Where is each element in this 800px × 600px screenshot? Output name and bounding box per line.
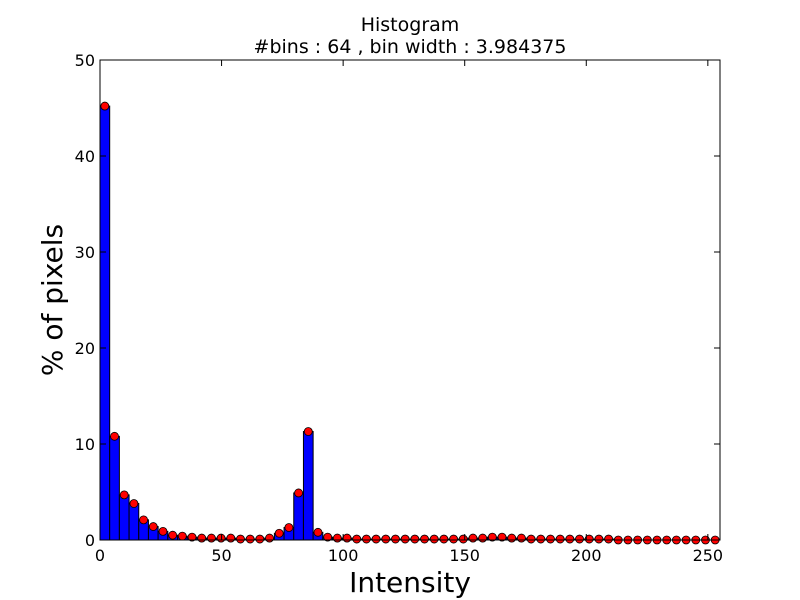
histogram-point — [594, 534, 604, 544]
histogram-point — [255, 534, 265, 544]
histogram-point — [139, 515, 148, 525]
histogram-point — [487, 532, 497, 542]
histogram-point — [245, 534, 255, 544]
histogram-point — [439, 534, 449, 544]
histogram-point — [119, 490, 129, 500]
histogram-point — [303, 427, 313, 436]
histogram-point — [158, 526, 168, 536]
marker-series — [100, 101, 720, 545]
y-axis-label: % of pixels — [36, 224, 69, 376]
histogram-point — [546, 534, 555, 544]
histogram-point — [565, 534, 575, 544]
histogram-point — [381, 534, 391, 544]
y-tick-label: 0 — [85, 531, 95, 550]
histogram-bar — [118, 494, 130, 541]
y-tick-label: 10 — [75, 435, 95, 454]
x-tick-label: 100 — [328, 546, 359, 565]
histogram-point — [342, 533, 352, 543]
histogram-point — [148, 522, 158, 531]
histogram-point — [100, 101, 110, 111]
histogram-bar — [109, 435, 120, 541]
histogram-point — [129, 499, 139, 508]
histogram-point — [526, 534, 536, 544]
histogram-point — [274, 528, 284, 538]
x-tick-label: 50 — [211, 546, 231, 565]
histogram-bar — [128, 503, 140, 541]
x-tick-label: 200 — [571, 546, 602, 565]
histogram-point — [332, 533, 342, 543]
x-axis-label: Intensity — [349, 566, 471, 599]
histogram-point — [187, 532, 197, 542]
histogram-point — [604, 534, 613, 544]
x-tick-label: 150 — [449, 546, 480, 565]
histogram-bar — [302, 431, 314, 541]
histogram-point — [507, 533, 517, 543]
histogram-point — [197, 533, 207, 543]
histogram-point — [284, 523, 294, 532]
histogram-point — [400, 534, 410, 544]
y-tick-label: 20 — [75, 339, 95, 358]
histogram-point — [236, 534, 245, 544]
histogram-bar — [293, 492, 304, 541]
histogram-point — [226, 533, 236, 543]
histogram-point — [497, 532, 507, 542]
histogram-point — [429, 534, 439, 544]
axis-ticks: 0 50 100 150 200 250 0 10 20 30 40 50 — [75, 51, 723, 565]
histogram-point — [352, 534, 362, 544]
histogram-point — [362, 534, 371, 544]
histogram-point — [371, 534, 381, 544]
histogram-point — [110, 431, 119, 441]
histogram-point — [517, 533, 526, 543]
histogram-point — [323, 532, 333, 542]
y-tick-label: 50 — [75, 51, 95, 70]
y-tick-label: 40 — [75, 147, 95, 166]
histogram-point — [420, 534, 429, 544]
histogram-point — [168, 530, 178, 540]
histogram-point — [207, 533, 216, 543]
x-tick-label: 250 — [693, 546, 724, 565]
chart-title: Histogram — [361, 14, 460, 36]
histogram-point — [410, 534, 420, 544]
histogram-point — [468, 533, 478, 543]
histogram-bar — [99, 105, 111, 541]
x-tick-label: 0 — [95, 546, 105, 565]
histogram-point — [458, 534, 468, 544]
histogram-point — [313, 527, 323, 537]
y-tick-label: 30 — [75, 243, 95, 262]
plot-frame — [99, 59, 721, 541]
histogram-point — [294, 488, 303, 498]
histogram-point — [555, 534, 565, 544]
histogram-point — [478, 533, 488, 543]
chart-subtitle: #bins : 64 , bin width : 3.984375 — [254, 36, 567, 58]
histogram-point — [575, 534, 584, 544]
histogram-point — [536, 534, 546, 544]
histogram-point — [391, 534, 400, 544]
histogram-point — [584, 534, 594, 544]
histogram-point — [177, 531, 187, 541]
histogram-point — [265, 533, 274, 543]
histogram-point — [449, 534, 458, 544]
